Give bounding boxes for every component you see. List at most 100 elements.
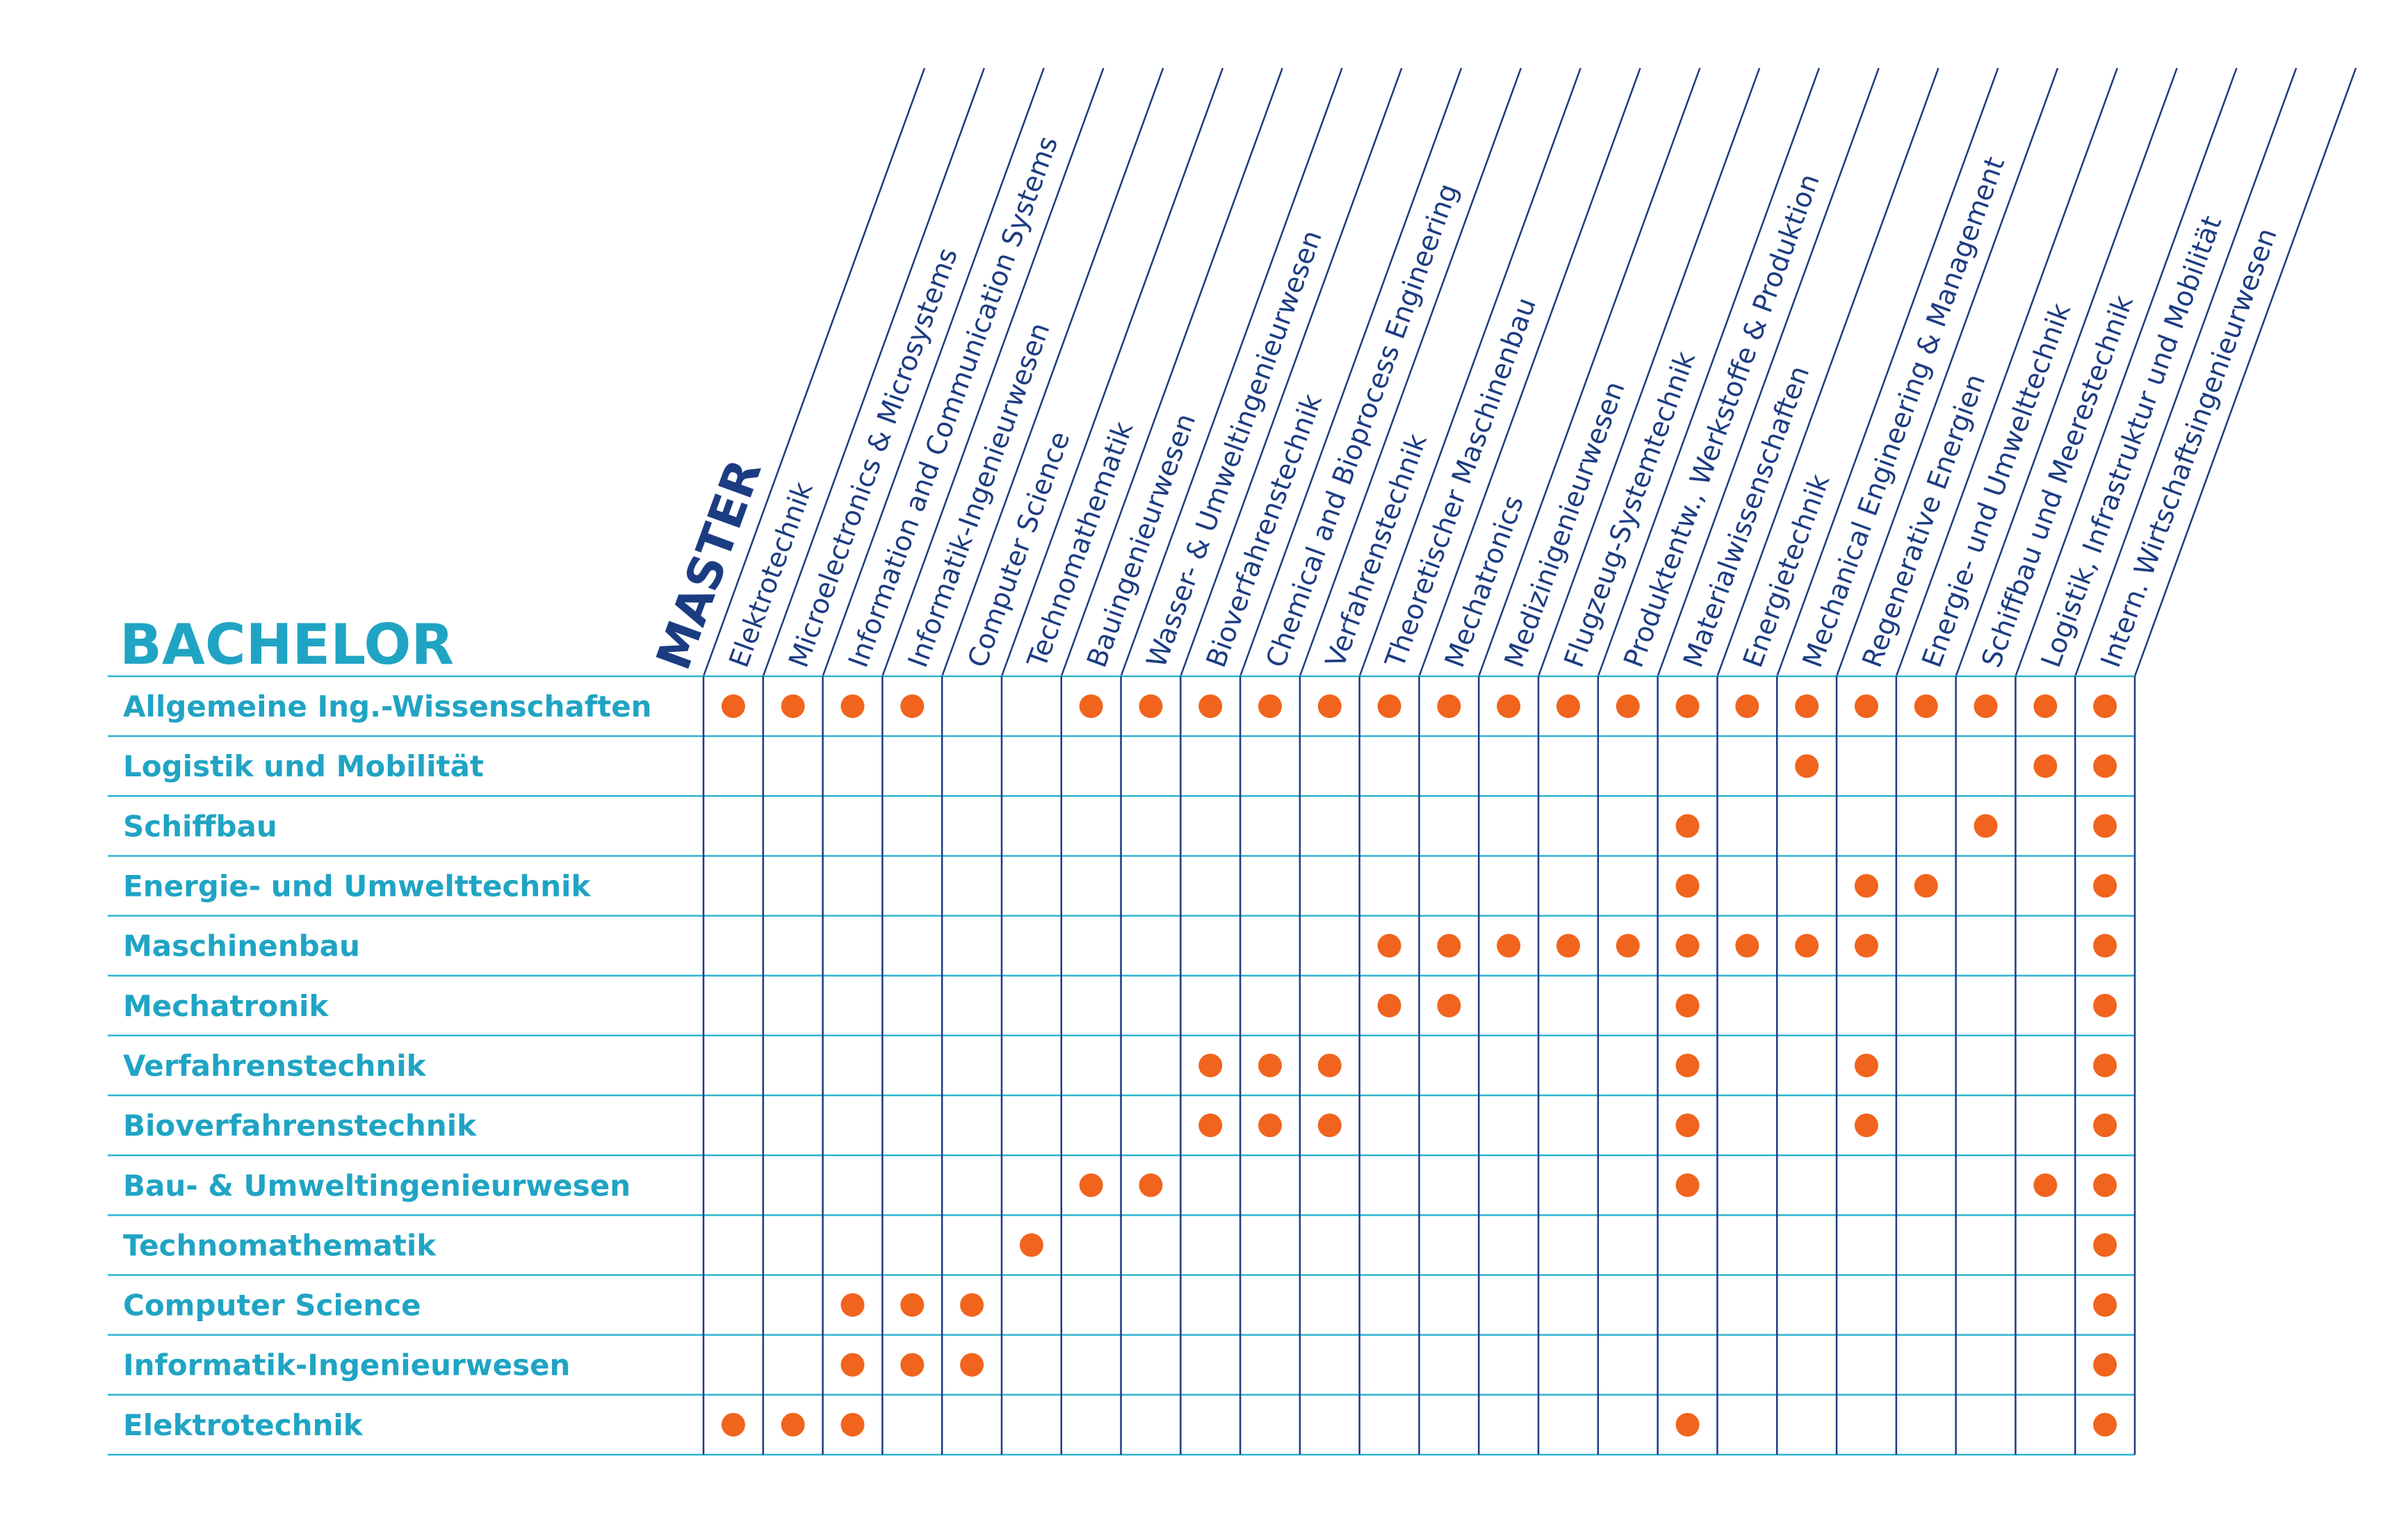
- header-divider-line: [1835, 67, 2059, 677]
- match-dot: [2093, 1113, 2117, 1138]
- match-dot: [1497, 694, 1521, 719]
- match-dot: [1974, 814, 1998, 838]
- match-dot: [1258, 1053, 1283, 1077]
- match-dot: [1317, 694, 1342, 719]
- header-divider-line: [1180, 67, 1403, 677]
- match-dot: [1556, 933, 1580, 958]
- bachelor-row-label: Schiffbau: [123, 809, 277, 843]
- match-dot: [1317, 1113, 1342, 1138]
- header-divider-line: [1000, 67, 1224, 677]
- match-dot: [1258, 694, 1283, 719]
- header-divider-line: [1716, 67, 1939, 677]
- header-divider-line: [1597, 67, 1821, 677]
- bachelor-row-label: Energie- und Umwelttechnik: [123, 869, 592, 904]
- bachelor-row-label: Technomathematik: [123, 1228, 437, 1262]
- match-dot: [900, 694, 925, 719]
- match-dot: [2033, 754, 2058, 778]
- match-dot: [1616, 694, 1640, 719]
- match-dot: [1914, 694, 1938, 719]
- match-dot: [1675, 814, 1700, 838]
- match-dot: [2033, 694, 2058, 719]
- match-dot: [960, 1293, 984, 1317]
- bachelor-row-label: Maschinenbau: [123, 929, 360, 963]
- match-dot: [1735, 694, 1759, 719]
- bachelor-row-label: Verfahrenstechnik: [123, 1049, 427, 1083]
- match-dot: [1079, 694, 1103, 719]
- header-divider-line: [702, 67, 926, 677]
- match-dot: [1198, 1053, 1223, 1077]
- match-dot: [1675, 1173, 1700, 1198]
- match-dot: [2033, 1173, 2058, 1198]
- match-dot: [1079, 1173, 1103, 1198]
- match-dot: [840, 1353, 865, 1377]
- bachelor-row-label: Bioverfahrenstechnik: [123, 1109, 477, 1143]
- bachelor-row-label: Computer Science: [123, 1289, 421, 1323]
- header-divider-line: [1239, 67, 1463, 677]
- match-dot: [2093, 1293, 2117, 1317]
- header-divider-line: [822, 67, 1045, 677]
- match-dot: [1675, 1113, 1700, 1138]
- bachelor-row-label: Informatik-Ingenieurwesen: [123, 1348, 570, 1382]
- match-dot: [1377, 933, 1401, 958]
- header-divider-line: [2133, 67, 2357, 677]
- header-divider-line: [1120, 67, 1343, 677]
- match-dot: [1497, 933, 1521, 958]
- match-dot: [840, 694, 865, 719]
- match-dot: [781, 1412, 805, 1437]
- match-dot: [2093, 814, 2117, 838]
- match-dot: [1139, 694, 1163, 719]
- match-dot: [1735, 933, 1759, 958]
- header-divider-line: [881, 67, 1105, 677]
- match-dot: [1258, 1113, 1283, 1138]
- match-dot: [1556, 694, 1580, 719]
- header-divider-line: [1955, 67, 2178, 677]
- match-dot: [1854, 1113, 1878, 1138]
- match-dot: [1437, 993, 1461, 1018]
- match-dot: [721, 1412, 745, 1437]
- match-dot: [2093, 993, 2117, 1018]
- header-divider-line: [1418, 67, 1641, 677]
- match-dot: [1437, 694, 1461, 719]
- match-dot: [2093, 1412, 2117, 1437]
- bachelor-row-label: Allgemeine Ing.-Wissenschaften: [123, 689, 652, 724]
- match-dot: [1317, 1053, 1342, 1077]
- match-dot: [1795, 754, 1819, 778]
- match-dot: [1675, 1412, 1700, 1437]
- bachelor-header: BACHELOR: [120, 612, 454, 677]
- match-dot: [2093, 694, 2117, 719]
- match-dot: [1616, 933, 1640, 958]
- match-dot: [2093, 1173, 2117, 1198]
- match-dot: [1675, 993, 1700, 1018]
- header-divider-line: [1895, 67, 2119, 677]
- match-dot: [2093, 1233, 2117, 1257]
- bachelor-row-label: Logistik und Mobilität: [123, 749, 484, 783]
- match-dot: [1675, 1053, 1700, 1077]
- match-dot: [1854, 933, 1878, 958]
- match-dot: [781, 694, 805, 719]
- header-divider-line: [2015, 67, 2238, 677]
- match-dot: [2093, 1353, 2117, 1377]
- match-dot: [2093, 1053, 2117, 1077]
- match-dot: [1854, 874, 1878, 898]
- header-divider-line: [762, 67, 985, 677]
- match-dot: [2093, 754, 2117, 778]
- match-dot: [1198, 1113, 1223, 1138]
- header-divider-line: [2074, 67, 2297, 677]
- header-divider-line: [1358, 67, 1581, 677]
- bachelor-row-label: Mechatronik: [123, 989, 329, 1023]
- header-divider-line: [1657, 67, 1880, 677]
- match-dot: [2093, 874, 2117, 898]
- header-divider-line: [1776, 67, 1999, 677]
- header-divider-line: [1537, 67, 1761, 677]
- match-dot: [1198, 694, 1223, 719]
- match-dot: [1377, 993, 1401, 1018]
- match-dot: [1854, 694, 1878, 719]
- match-dot: [900, 1293, 925, 1317]
- header-divider-line: [1060, 67, 1283, 677]
- match-dot: [1795, 933, 1819, 958]
- header-divider-line: [941, 67, 1164, 677]
- match-dot: [1675, 933, 1700, 958]
- match-dot: [1854, 1053, 1878, 1077]
- match-dot: [1019, 1233, 1043, 1257]
